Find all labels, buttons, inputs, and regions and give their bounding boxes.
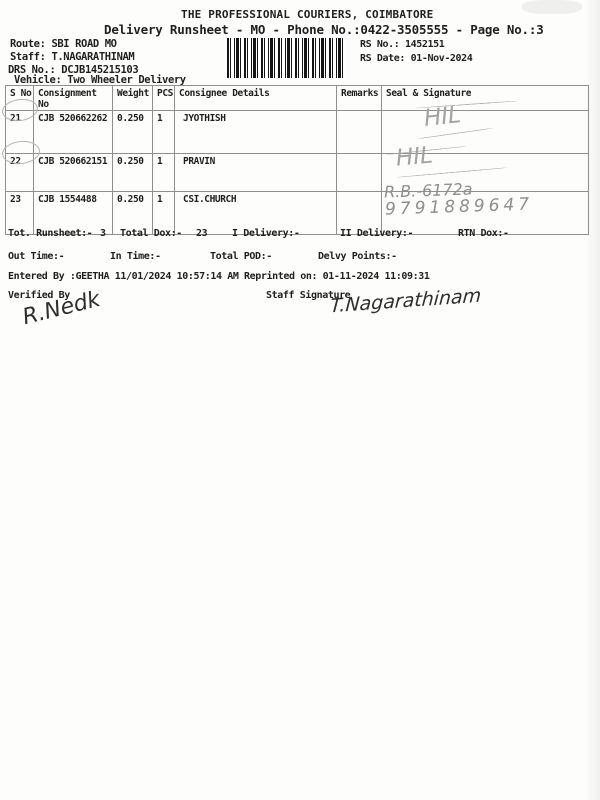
total-dox-value: 23 — [196, 228, 208, 239]
tot-runsheet-label: Tot. Runsheet:- — [8, 228, 93, 239]
barcode-image — [227, 38, 346, 78]
drs-value: DCJB145215103 — [61, 64, 139, 76]
scan-smudge — [522, 0, 582, 14]
cell-seal — [381, 191, 589, 235]
tot-runsheet-value: 3 — [100, 228, 106, 239]
col-sno: S No — [5, 85, 34, 111]
col-consignee: Consignee Details — [174, 85, 337, 111]
cell-pcs: 1 — [152, 153, 175, 192]
rs-date-line: RS Date: 01-Nov-2024 — [360, 53, 473, 64]
col-consignment: Consignment No — [33, 85, 113, 111]
cell-weight: 0.250 — [112, 110, 153, 154]
staff-signature-label: Staff Signature — [266, 290, 351, 301]
cell-consignee: JYOTHISH — [174, 110, 337, 154]
cell-consignee: PRAVIN — [174, 153, 337, 192]
cell-sno: 23 — [5, 191, 34, 235]
cell-consignment: CJB 520662151 — [33, 153, 113, 192]
in-time-label: In Time:- — [110, 251, 161, 262]
total-dox-label: Total Dox:- — [120, 228, 182, 239]
total-pod-label: Total POD:- — [210, 251, 272, 262]
staff-signature-handwriting: T.Nagarathinam — [329, 284, 482, 318]
runsheet-subtitle: Delivery Runsheet - MO - Phone No.:0422-… — [104, 22, 544, 37]
staff-label: Staff: — [10, 51, 46, 63]
staff-line: Staff: T.NAGARATHINAM — [10, 51, 135, 63]
rtn-dox-label: RTN Dox:- — [458, 228, 509, 239]
col-weight: Weight — [112, 85, 153, 111]
drs-label: DRS No.: — [8, 64, 56, 76]
col-pcs: PCS — [152, 85, 175, 111]
col-remarks: Remarks — [336, 85, 382, 111]
consignment-table: S No Consignment No Weight PCS Consignee… — [5, 85, 589, 235]
vehicle-label: Vehicle: — [14, 74, 62, 86]
col-seal: Seal & Signature — [381, 85, 589, 111]
delvy-points-label: Delvy Points:- — [318, 251, 397, 262]
drs-line: DRS No.: DCJB145215103 — [8, 64, 139, 76]
table-row: 23 CJB 1554488 0.250 1 CSI.CHURCH — [5, 191, 589, 235]
cell-remarks — [336, 153, 382, 192]
staff-value: T.NAGARATHINAM — [51, 51, 135, 63]
cell-seal — [381, 110, 589, 154]
cell-weight: 0.250 — [112, 153, 153, 192]
rs-no-label: RS No.: — [360, 39, 400, 50]
cell-consignment: CJB 1554488 — [33, 191, 113, 235]
table-row: 22 CJB 520662151 0.250 1 PRAVIN — [5, 153, 589, 192]
table-row: 21 CJB 520662262 0.250 1 JYOTHISH — [5, 110, 589, 154]
vehicle-line: Vehicle: Two Wheeler Delivery — [14, 74, 186, 86]
out-time-label: Out Time:- — [8, 251, 65, 262]
cell-consignment: CJB 520662262 — [33, 110, 113, 154]
route-line: Route: SBI ROAD MO — [10, 38, 117, 50]
vehicle-value: Two Wheeler Delivery — [67, 74, 186, 86]
entered-by-text: Entered By :GEETHA 11/01/2024 10:57:14 A… — [8, 271, 239, 282]
rs-date-label: RS Date: — [360, 53, 405, 64]
rs-no-line: RS No.: 1452151 — [360, 39, 445, 50]
cell-weight: 0.250 — [112, 191, 153, 235]
seal-handwriting-row2: HIL — [394, 142, 434, 172]
rs-no-value: 1452151 — [404, 39, 445, 50]
seal-handwriting-row1: HIL — [422, 102, 463, 132]
rs-date-value: 01-Nov-2024 — [410, 53, 473, 64]
route-label: Route: — [10, 38, 46, 50]
cell-remarks — [336, 110, 382, 154]
reprinted-on-text: Reprinted on: 01-11-2024 11:09:31 — [244, 271, 430, 282]
i-delivery-label: I Delivery:- — [232, 228, 300, 239]
cell-remarks — [336, 191, 382, 235]
company-title: THE PROFESSIONAL COURIERS, COIMBATORE — [181, 8, 434, 21]
route-value: SBI ROAD MO — [51, 38, 117, 50]
table-header-row: S No Consignment No Weight PCS Consignee… — [5, 85, 589, 111]
verified-by-label: Verified By — [8, 290, 70, 301]
cell-pcs: 1 — [152, 110, 175, 154]
ii-delivery-label: II Delivery:- — [340, 228, 414, 239]
